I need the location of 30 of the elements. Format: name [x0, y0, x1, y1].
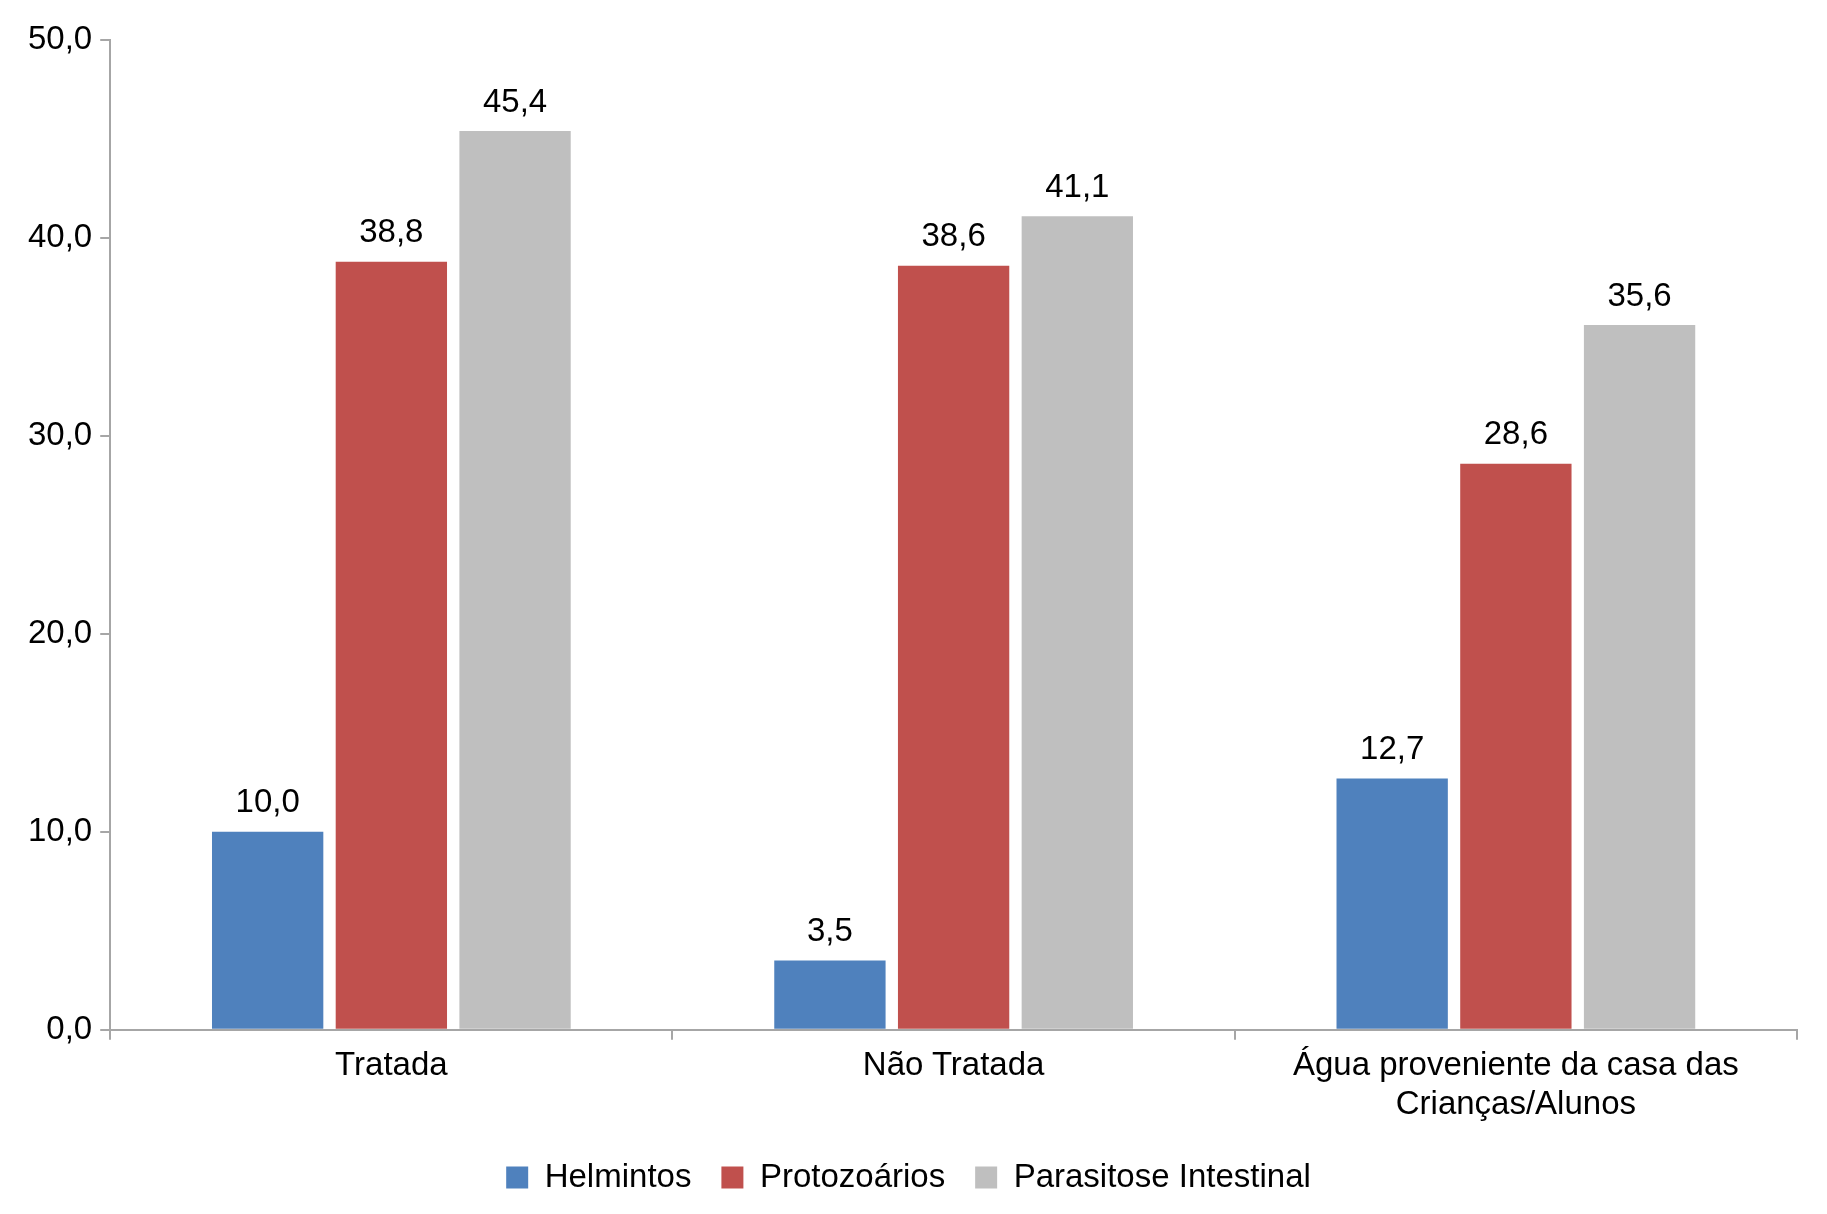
y-tick-label: 10,0	[27, 810, 93, 848]
data-label: 28,6	[1483, 414, 1548, 452]
legend-label: Protozoários	[759, 1156, 946, 1194]
bar	[459, 131, 571, 1029]
legend-label: Parasitose Intestinal	[1013, 1156, 1311, 1194]
data-label: 12,7	[1360, 728, 1425, 766]
bar	[897, 265, 1010, 1029]
bar	[1021, 216, 1133, 1029]
bar	[774, 960, 886, 1029]
legend-label: Helmintos	[544, 1156, 692, 1194]
bar	[335, 261, 448, 1029]
y-tick-label: 20,0	[27, 612, 93, 650]
x-tick-label: Não Tratada	[862, 1044, 1046, 1082]
bar	[1583, 325, 1696, 1029]
bar	[212, 831, 324, 1029]
data-label: 35,6	[1607, 275, 1672, 313]
data-label: 45,4	[482, 81, 548, 119]
y-tick-label: 40,0	[27, 217, 93, 255]
y-tick-label: 0,0	[46, 1008, 93, 1046]
data-label: 38,8	[359, 212, 424, 250]
x-tick-label: Tratada	[335, 1044, 449, 1082]
y-tick-label: 30,0	[27, 415, 93, 453]
bar	[1336, 778, 1448, 1029]
x-tick-label: Água proveniente da casa das Crianças/Alunos	[1292, 1044, 1739, 1122]
data-label: 38,6	[921, 216, 986, 254]
data-label: 41,1	[1045, 166, 1110, 204]
y-tick-label: 50,0	[27, 19, 93, 57]
data-label: 10,0	[235, 782, 300, 820]
data-label: 3,5	[806, 911, 853, 949]
bar	[1460, 463, 1572, 1029]
